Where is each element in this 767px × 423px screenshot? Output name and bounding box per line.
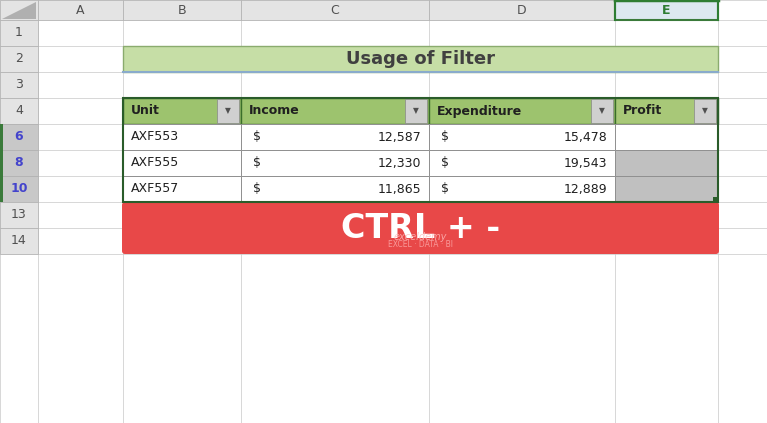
Text: Unit: Unit (131, 104, 160, 118)
Text: $: $ (253, 131, 261, 143)
Text: ▼: ▼ (599, 107, 605, 115)
Bar (0, 150, 3, 176)
Bar (713, 197, 719, 203)
Text: Usage of Filter: Usage of Filter (346, 50, 495, 68)
Text: 2: 2 (15, 52, 23, 66)
Text: 11,865: 11,865 (377, 182, 421, 195)
Text: ▼: ▼ (413, 107, 419, 115)
Text: exceldemy: exceldemy (393, 232, 447, 242)
Text: C: C (331, 3, 339, 16)
Text: $: $ (441, 131, 449, 143)
Text: 12,330: 12,330 (377, 157, 421, 170)
Bar (0, 20, 38, 46)
Bar (615, 176, 718, 202)
Bar (123, 124, 241, 150)
Bar (615, 124, 718, 150)
Bar (0, 176, 3, 202)
Text: 15,478: 15,478 (563, 131, 607, 143)
Text: 13: 13 (12, 209, 27, 222)
Bar (241, 98, 429, 124)
Bar (241, 0, 429, 20)
Text: 3: 3 (15, 79, 23, 91)
Text: 14: 14 (12, 234, 27, 247)
Bar (429, 176, 615, 202)
Text: 19,543: 19,543 (564, 157, 607, 170)
Text: AXF553: AXF553 (131, 131, 179, 143)
Bar (241, 150, 429, 176)
Text: $: $ (253, 182, 261, 195)
Text: Profit: Profit (623, 104, 662, 118)
Bar (241, 124, 429, 150)
Text: 4: 4 (15, 104, 23, 118)
Text: $: $ (441, 182, 449, 195)
Text: 6: 6 (15, 131, 23, 143)
Bar (0, 228, 38, 254)
Text: 8: 8 (15, 157, 23, 170)
Bar (0, 202, 38, 228)
Bar (0, 46, 38, 72)
Bar (123, 150, 241, 176)
Bar (38, 0, 123, 20)
Text: ▼: ▼ (702, 107, 708, 115)
Bar (429, 150, 615, 176)
Text: 12,889: 12,889 (564, 182, 607, 195)
FancyBboxPatch shape (122, 202, 719, 254)
Bar (0, 98, 38, 124)
Bar (0, 150, 38, 176)
Text: B: B (178, 3, 186, 16)
Bar (123, 98, 718, 202)
Bar (123, 176, 241, 202)
Text: EXCEL · DATA · BI: EXCEL · DATA · BI (388, 240, 453, 249)
Text: 10: 10 (10, 182, 28, 195)
Bar (429, 124, 615, 150)
Bar (615, 0, 718, 20)
Text: D: D (517, 3, 527, 16)
Text: AXF555: AXF555 (131, 157, 179, 170)
Bar (241, 176, 429, 202)
Text: CTRL + -: CTRL + - (341, 212, 500, 244)
Text: 1: 1 (15, 27, 23, 39)
Text: Expenditure: Expenditure (437, 104, 522, 118)
Bar (123, 46, 718, 72)
Bar (0, 124, 38, 150)
Text: $: $ (441, 157, 449, 170)
Polygon shape (2, 2, 36, 19)
Bar (429, 0, 615, 20)
Bar (0, 0, 38, 20)
Text: A: A (76, 3, 84, 16)
Bar (429, 98, 615, 124)
Bar (123, 0, 241, 20)
Bar (615, 98, 718, 124)
Text: 12,587: 12,587 (377, 131, 421, 143)
Bar (123, 98, 241, 124)
Bar (615, 150, 718, 176)
Text: ▼: ▼ (225, 107, 231, 115)
Text: $: $ (253, 157, 261, 170)
Text: E: E (662, 3, 671, 16)
Text: Income: Income (249, 104, 300, 118)
Bar (0, 176, 38, 202)
Text: AXF557: AXF557 (131, 182, 179, 195)
Bar (0, 124, 3, 150)
Bar (0, 72, 38, 98)
